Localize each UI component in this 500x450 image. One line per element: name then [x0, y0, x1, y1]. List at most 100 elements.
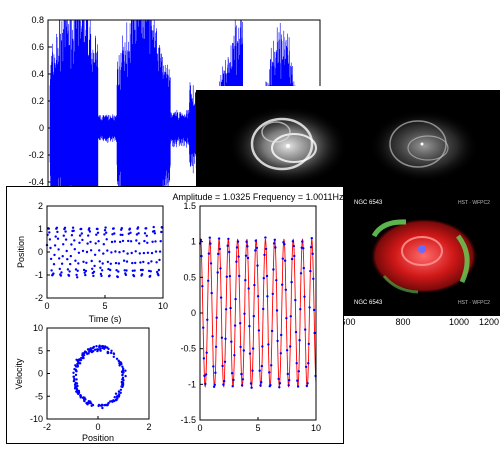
- position-point: [85, 261, 88, 264]
- position-point: [58, 257, 61, 260]
- fit-ticks: 0 5 10 1.5 1 0.5 0 -0.5 -1 -1.5: [180, 201, 321, 433]
- fit-sample-point: [234, 297, 237, 301]
- fit-sample-point: [283, 243, 286, 246]
- fit-sample-point: [215, 316, 218, 319]
- nebula-y-axis: 200 400: [199, 125, 214, 168]
- phase-y-tick-label: 0: [38, 369, 43, 379]
- fit-sample-point: [265, 274, 269, 278]
- position-point: [100, 274, 103, 278]
- position-point: [61, 255, 64, 258]
- nebula-grayscale-1: [228, 106, 348, 186]
- fit-sample-point: [231, 385, 234, 388]
- fit-sample-point: [209, 262, 213, 265]
- fit-sample-point: [285, 349, 289, 352]
- position-point: [56, 230, 59, 234]
- fit-sample-point: [296, 379, 299, 382]
- nebula-x-tick-label: 1000: [449, 317, 469, 327]
- position-point: [105, 231, 108, 234]
- position-point: [97, 240, 100, 243]
- position-point: [122, 250, 125, 253]
- position-point: [54, 235, 57, 238]
- fit-sample-point: [288, 379, 291, 382]
- position-point: [53, 244, 57, 247]
- fit-sample-point: [217, 252, 220, 256]
- fit-sample-point: [254, 239, 257, 242]
- fit-x-tick-label: 0: [197, 423, 202, 433]
- fit-sample-point: [202, 326, 205, 329]
- fit-sample-point: [246, 256, 250, 260]
- position-point: [117, 270, 120, 273]
- position-time-x-tick-label: 0: [44, 301, 49, 311]
- phase-point: [86, 352, 89, 356]
- position-point: [87, 234, 90, 237]
- fit-sample-point: [260, 381, 263, 384]
- phase-point: [75, 390, 79, 393]
- fit-sample-point: [203, 374, 206, 377]
- fit-sample-point: [272, 268, 275, 271]
- fit-sample-point: [208, 236, 211, 239]
- phase-point: [120, 370, 124, 374]
- position-point: [66, 258, 69, 261]
- phase-point: [109, 351, 113, 355]
- fit-sample-point: [244, 279, 247, 282]
- position-point: [66, 268, 70, 271]
- position-point: [142, 260, 145, 264]
- position-point: [117, 262, 121, 265]
- phase-ylabel: Velocity: [14, 358, 24, 390]
- position-point: [125, 269, 128, 272]
- waveform-y-tick-label: 0.4: [31, 69, 44, 79]
- position-point: [116, 275, 120, 279]
- phase-point: [115, 398, 118, 402]
- position-point: [157, 268, 161, 272]
- fit-sample-point: [286, 372, 289, 376]
- nebula-credit-bottom: HST · WFPC2: [458, 300, 490, 306]
- fit-sample-point: [237, 255, 240, 258]
- fit-sample-point: [256, 295, 260, 298]
- position-point: [100, 269, 104, 272]
- phase-x-tick-label: 0: [95, 422, 100, 432]
- position-point: [74, 259, 77, 262]
- phase-point: [88, 350, 92, 353]
- position-point: [158, 250, 162, 253]
- fit-y-tick-label: 1.5: [183, 201, 196, 211]
- position-point: [69, 254, 72, 258]
- position-point: [121, 233, 124, 237]
- position-point: [109, 262, 113, 265]
- fit-sample-point: [223, 379, 226, 383]
- position-point: [58, 267, 61, 271]
- position-point: [120, 227, 124, 230]
- fit-sample-point: [226, 244, 229, 247]
- fit-sample-point: [274, 246, 277, 249]
- position-point: [152, 225, 155, 229]
- phase-point: [79, 394, 82, 397]
- fit-sample-point: [200, 254, 203, 258]
- position-point: [139, 261, 142, 264]
- phase-point: [73, 387, 77, 390]
- waveform-y-tick-label: 0.2: [31, 96, 44, 106]
- fit-sample-point: [278, 386, 281, 389]
- fit-sample-point: [291, 240, 295, 243]
- fit-sample-point: [278, 382, 282, 385]
- position-point: [82, 260, 85, 263]
- phase-point: [76, 362, 80, 365]
- fit-sample-point: [279, 352, 282, 355]
- position-point: [91, 267, 94, 270]
- position-point: [48, 238, 52, 241]
- position-point: [92, 270, 96, 273]
- fit-sample-point: [219, 267, 222, 270]
- fit-sample-point: [204, 382, 207, 386]
- phase-y-tick-label: -10: [30, 414, 43, 424]
- fit-sample-point: [275, 309, 279, 312]
- position-point: [110, 240, 114, 244]
- phase-point: [90, 404, 93, 407]
- phase-point: [112, 399, 115, 402]
- fit-sample-point: [258, 369, 261, 372]
- fit-sample-point: [297, 370, 300, 373]
- fit-y-tick-label: -1: [188, 379, 196, 389]
- position-point: [154, 240, 157, 243]
- phase-point: [113, 396, 116, 399]
- fit-sample-point: [268, 371, 271, 374]
- position-point: [102, 252, 105, 255]
- position-time-y-tick-label: 0: [38, 247, 43, 257]
- nebula-grayscale-2: [369, 110, 479, 182]
